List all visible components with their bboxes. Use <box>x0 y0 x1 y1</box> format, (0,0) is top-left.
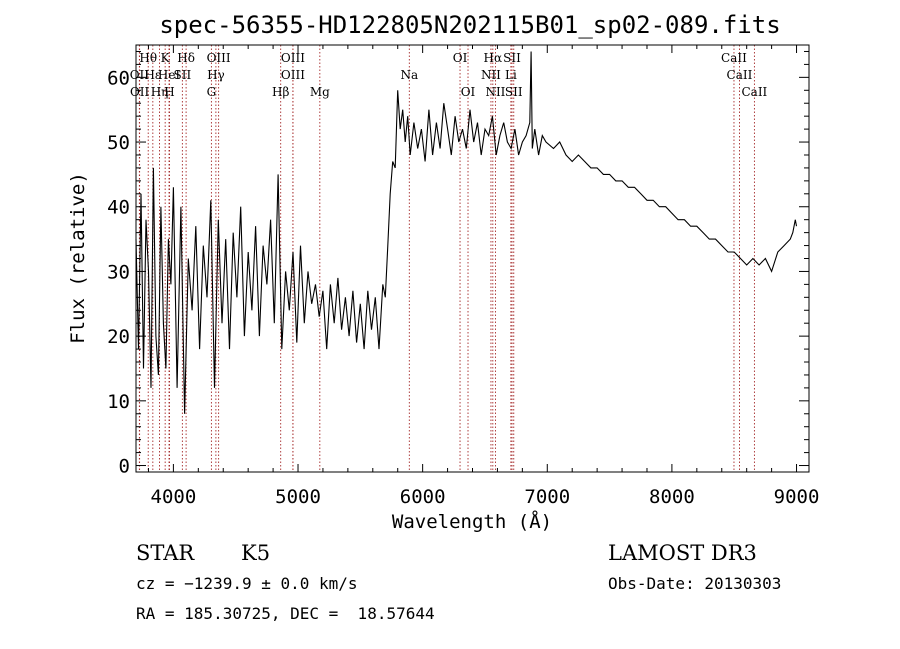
x-axis-label: Wavelength (Å) <box>392 510 552 533</box>
y-tick-label: 0 <box>119 456 130 478</box>
x-axis: 4000 5000 6000 7000 8000 9000 <box>147 45 820 508</box>
y-tick-label: 50 <box>107 132 130 154</box>
x-tick-label: 9000 <box>774 486 820 508</box>
y-tick-label: 30 <box>107 261 130 283</box>
redshift-velocity: cz = −1239.9 ± 0.0 km/s <box>136 574 358 593</box>
object-type: STAR <box>136 541 195 565</box>
marker-label: Hα <box>484 51 503 65</box>
marker-label: G <box>207 85 217 99</box>
y-tick-label: 40 <box>107 197 130 219</box>
marker-label: Hβ <box>272 85 289 99</box>
marker-label: Hγ <box>207 68 225 82</box>
plot-frame <box>135 44 810 473</box>
marker-label: NII <box>481 68 501 82</box>
marker-label: OI <box>461 85 476 99</box>
line-markers <box>138 45 755 472</box>
marker-label: OII <box>130 85 150 99</box>
marker-label: SII <box>503 51 521 65</box>
marker-label: H <box>164 85 174 99</box>
marker-label: OII <box>130 68 150 82</box>
marker-label: OIII <box>281 68 305 82</box>
marker-label: CaII <box>721 51 747 65</box>
x-tick-label: 8000 <box>649 486 695 508</box>
x-tick-label: 5000 <box>275 486 321 508</box>
y-tick-label: 60 <box>107 67 130 89</box>
y-tick-label: 10 <box>107 391 130 413</box>
spectrum-line <box>135 51 798 414</box>
marker-label: OIII <box>207 51 231 65</box>
marker-label: Hε <box>144 68 161 82</box>
marker-label: Na <box>400 68 418 82</box>
y-axis: 0 10 20 30 40 50 60 <box>107 50 809 478</box>
coordinates: RA = 185.30725, DEC = 18.57644 <box>136 604 435 623</box>
marker-label: Hη <box>151 85 169 99</box>
marker-label: Hδ <box>177 51 195 65</box>
marker-label: OI <box>453 51 468 65</box>
marker-label: CaII <box>741 85 767 99</box>
survey-name: LAMOST DR3 <box>608 541 757 565</box>
marker-label: Li <box>505 68 517 82</box>
marker-label: SII <box>174 68 192 82</box>
subclass: K5 <box>241 541 271 565</box>
marker-label: NII <box>485 85 505 99</box>
chart-title: spec-56355-HD122805N202115B01_sp02-089.f… <box>159 11 780 39</box>
marker-label: HeI <box>158 68 181 82</box>
y-tick-label: 20 <box>107 326 130 348</box>
marker-label: K <box>161 51 171 65</box>
x-tick-label: 6000 <box>400 486 446 508</box>
marker-label: SII <box>505 85 523 99</box>
x-tick-label: 7000 <box>524 486 570 508</box>
marker-label: OIII <box>281 51 305 65</box>
observation-date: Obs-Date: 20130303 <box>608 574 782 593</box>
marker-label: CaII <box>727 68 753 82</box>
marker-label: Mg <box>310 85 330 99</box>
marker-label: Hθ <box>139 51 157 65</box>
y-axis-label: Flux (relative) <box>67 172 89 344</box>
x-tick-label: 4000 <box>151 486 197 508</box>
